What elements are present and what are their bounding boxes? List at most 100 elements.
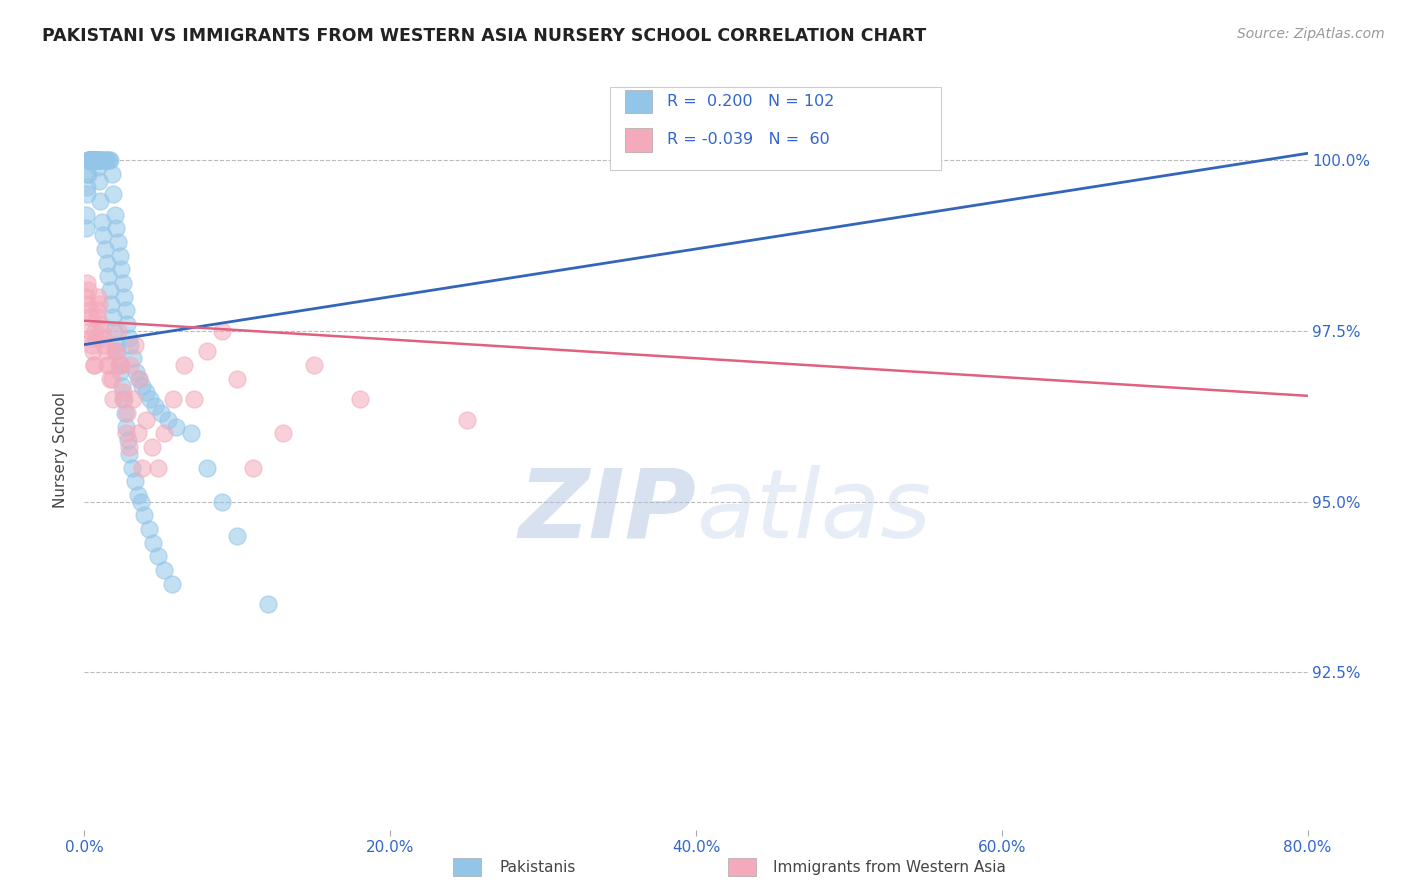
Point (257, 597, 280, 611)
Point (84, 153, 107, 168)
Point (121, 460, 143, 475)
Point (87, 160, 110, 174)
Point (138, 522, 160, 536)
Point (96, 358, 118, 372)
Point (173, 358, 195, 372)
Point (94, 153, 117, 168)
Point (89, 317, 111, 331)
Point (98, 283, 121, 297)
Point (195, 460, 218, 475)
Point (124, 337, 146, 351)
Point (83, 153, 105, 168)
Point (135, 413, 157, 427)
Point (77, 153, 100, 168)
Point (89, 174, 111, 188)
Point (132, 508, 155, 523)
Point (76, 187, 98, 202)
Point (93, 337, 115, 351)
Point (146, 549, 169, 564)
Point (77, 153, 100, 168)
Point (84, 153, 107, 168)
Point (98, 153, 121, 168)
Point (211, 324, 233, 338)
Y-axis label: Nursery School: Nursery School (53, 392, 69, 508)
Point (107, 324, 129, 338)
Point (77, 153, 100, 168)
Point (86, 153, 108, 168)
Point (84, 331, 107, 345)
Point (86, 153, 108, 168)
Point (87, 153, 110, 168)
Point (80, 153, 103, 168)
Point (107, 358, 129, 372)
Point (112, 290, 135, 304)
Point (118, 447, 141, 461)
Bar (626, 128, 652, 152)
Point (111, 385, 134, 400)
Bar (626, 90, 652, 113)
Point (80, 153, 103, 168)
Point (103, 392, 125, 407)
Point (83, 358, 105, 372)
Point (180, 426, 202, 441)
Point (122, 351, 145, 366)
Point (195, 344, 218, 359)
Point (101, 372, 124, 386)
Point (79, 324, 101, 338)
Point (302, 358, 325, 372)
Point (105, 344, 128, 359)
Point (110, 358, 132, 372)
Point (108, 358, 131, 372)
Text: R =  0.200   N = 102: R = 0.200 N = 102 (666, 94, 834, 109)
Point (456, 413, 478, 427)
Point (84, 153, 107, 168)
Point (122, 392, 145, 407)
Point (117, 434, 139, 448)
Point (84, 153, 107, 168)
Point (84, 324, 107, 338)
Point (89, 194, 111, 208)
Point (91, 214, 114, 228)
Point (211, 494, 233, 508)
Point (91, 331, 114, 345)
Point (160, 576, 183, 591)
Point (157, 413, 180, 427)
Point (80, 337, 103, 351)
Point (104, 208, 127, 222)
Point (112, 392, 135, 407)
Point (103, 187, 125, 202)
Point (77, 283, 100, 297)
Point (349, 392, 371, 407)
Point (149, 406, 172, 420)
Point (75, 208, 97, 222)
Point (129, 494, 152, 508)
Point (153, 563, 176, 577)
Point (114, 426, 136, 441)
Point (76, 167, 98, 181)
Point (128, 372, 150, 386)
Point (141, 440, 163, 454)
Point (114, 303, 136, 318)
Point (111, 378, 134, 392)
FancyBboxPatch shape (610, 87, 941, 170)
Point (115, 406, 138, 420)
Point (79, 153, 101, 168)
Point (82, 153, 104, 168)
Point (93, 153, 115, 168)
Point (96, 255, 118, 269)
Point (82, 153, 104, 168)
Point (104, 337, 127, 351)
Point (91, 153, 114, 168)
Bar (453, 858, 481, 876)
Point (165, 419, 187, 434)
Point (146, 460, 169, 475)
Point (86, 153, 108, 168)
Point (97, 153, 120, 168)
Point (79, 310, 101, 325)
Point (183, 392, 205, 407)
Point (111, 276, 134, 290)
Point (76, 296, 98, 310)
Point (104, 344, 127, 359)
Point (83, 153, 105, 168)
Point (93, 228, 115, 243)
